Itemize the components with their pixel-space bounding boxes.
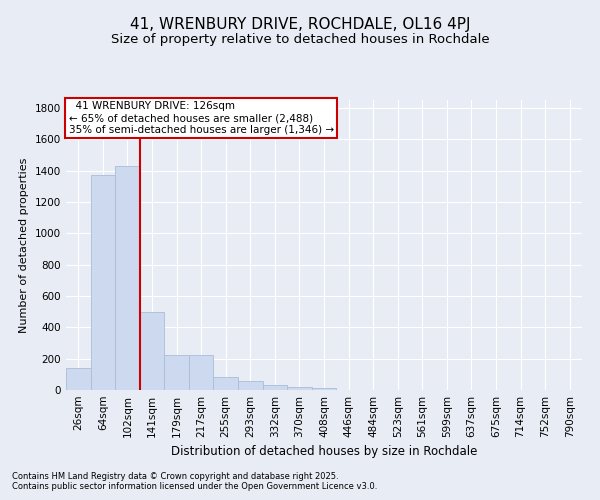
Bar — [312, 388, 336, 390]
Bar — [115, 166, 140, 390]
Bar — [140, 312, 164, 390]
Text: 41 WRENBURY DRIVE: 126sqm  
← 65% of detached houses are smaller (2,488)
35% of : 41 WRENBURY DRIVE: 126sqm ← 65% of detac… — [68, 102, 334, 134]
X-axis label: Distribution of detached houses by size in Rochdale: Distribution of detached houses by size … — [171, 446, 477, 458]
Bar — [214, 376, 238, 390]
Bar — [287, 387, 312, 390]
Bar — [189, 354, 214, 390]
Bar — [263, 386, 287, 390]
Bar — [238, 382, 263, 390]
Bar — [66, 368, 91, 390]
Text: 41, WRENBURY DRIVE, ROCHDALE, OL16 4PJ: 41, WRENBURY DRIVE, ROCHDALE, OL16 4PJ — [130, 18, 470, 32]
Text: Contains HM Land Registry data © Crown copyright and database right 2025.: Contains HM Land Registry data © Crown c… — [12, 472, 338, 481]
Text: Size of property relative to detached houses in Rochdale: Size of property relative to detached ho… — [110, 32, 490, 46]
Y-axis label: Number of detached properties: Number of detached properties — [19, 158, 29, 332]
Text: Contains public sector information licensed under the Open Government Licence v3: Contains public sector information licen… — [12, 482, 377, 491]
Bar — [164, 354, 189, 390]
Bar — [91, 175, 115, 390]
